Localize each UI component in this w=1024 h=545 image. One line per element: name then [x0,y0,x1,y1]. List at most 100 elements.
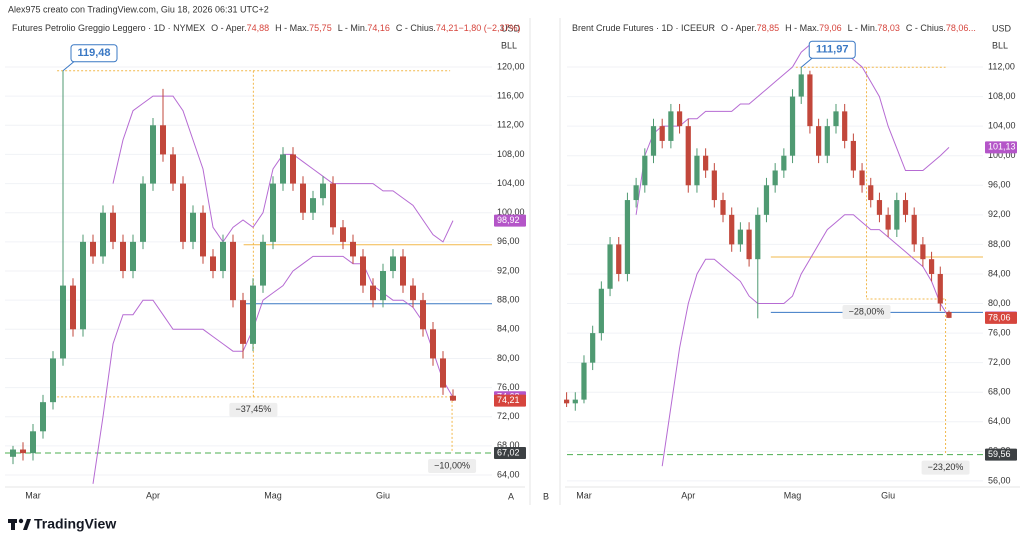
y-tick-label: 56,00 [988,475,1011,485]
candle-body [260,241,266,286]
y-tick-label: 76,00 [497,382,520,392]
candle-body [824,126,830,156]
candle-body [616,244,622,274]
y-tick-label: 88,00 [497,295,520,305]
candle-body [30,431,36,454]
scale-button[interactable]: B [543,491,549,501]
x-tick-label: Mar [25,490,41,500]
y-tick-label: 112,00 [497,120,524,130]
candle-body [946,312,952,318]
legend-value: 74,88 [247,23,270,33]
y-tick-label: 100,00 [988,150,1016,160]
candle-body [572,399,578,404]
measure-label: −23,20% [928,462,964,472]
legend-value: 74,16 [367,23,390,33]
candle-body [10,449,16,457]
legend-value: 78,06... [946,23,976,33]
candle-body [676,111,683,127]
brand-logo: TradingView [8,516,116,532]
y-tick-label: 68,00 [988,387,1011,397]
legend: Futures Petrolio Greggio Leggero · 1D · … [12,23,521,33]
candle-body [772,170,778,186]
candle-body [720,200,726,215]
legend-key: H - Max. [275,23,309,33]
legend-value: 79,06 [819,23,842,33]
candle-body [420,300,426,330]
measure-label-bg [842,304,891,319]
candle-body [220,241,226,272]
candle-body [160,125,166,155]
candle-body [685,126,691,186]
candle-body [607,244,613,289]
x-tick-label: Giu [376,490,390,500]
logo-shape [18,518,24,524]
candle-body [928,259,935,274]
price-tag [494,214,526,227]
measure-label-bg [921,460,970,475]
unit-label: BLL [501,40,517,50]
bollinger-band [661,214,950,467]
candle-body [80,241,86,330]
y-tick-label: 72,00 [988,357,1011,367]
candle-body [650,126,657,156]
y-tick-label: 80,00 [988,298,1011,308]
y-tick-label: 104,00 [988,121,1016,131]
candle-body [581,362,587,400]
candle-body [90,241,96,257]
candle-body [659,126,665,141]
price-tag [985,141,1017,154]
candle-body [290,154,296,184]
legend-key: O - Aper. [211,23,247,33]
x-tick-label: Mag [264,490,282,500]
legend-value: −1,80 (−2,37%) [458,23,520,33]
y-tick-label: 112,00 [988,61,1015,71]
callout-pointer [800,56,814,68]
scale-button[interactable]: A [508,491,514,501]
candle-body [859,170,865,186]
measure-label: −10,00% [434,460,470,470]
candle-body [330,183,336,228]
price-tag-label: 67,02 [497,447,520,457]
callout-pointer [62,60,76,72]
candle-body [240,300,246,344]
candle-body [350,241,356,257]
legend-value: 74,21 [436,23,459,33]
candle-body [755,214,761,260]
legend: Brent Crude Futures · 1D · ICEEUR O - Ape… [572,23,976,33]
logo-shape [23,519,31,530]
y-tick-label: 88,00 [988,239,1011,249]
x-tick-label: Apr [146,490,160,500]
candle-body [270,183,276,242]
y-tick-label: 108,00 [497,149,525,159]
candle-body [40,402,46,432]
brand: TradingView [34,516,116,532]
candle-body [668,111,674,141]
candle-body [590,333,596,363]
price-tag [494,447,526,460]
candle-body [876,200,883,215]
currency-label: USD [992,23,1012,33]
y-tick-label: 64,00 [988,416,1011,426]
candle-body [340,227,346,242]
x-tick-label: Apr [681,490,695,500]
candle-body [200,212,206,257]
candle-body [920,244,926,260]
candle-body [598,288,604,334]
candle-body [400,256,406,286]
candle-body [390,256,396,272]
legend-symbol: Futures Petrolio Greggio Leggero · 1D · … [12,23,205,33]
price-tag-label: 78,06 [988,312,1011,322]
y-tick-label: 84,00 [497,324,520,334]
candle-body [763,185,770,215]
legend-key: L - Min. [848,23,878,33]
candle-body [250,285,256,344]
legend-key: C - Chius. [906,23,946,33]
legend-value: 75,75 [309,23,332,33]
price-tag-label: 98,92 [497,215,520,225]
callout-box [808,40,856,59]
candle-body [868,185,874,201]
x-tick-label: Mar [576,490,592,500]
candle-body [360,256,366,286]
candle-body [140,183,146,242]
price-tag-label: 74,21 [497,395,520,405]
